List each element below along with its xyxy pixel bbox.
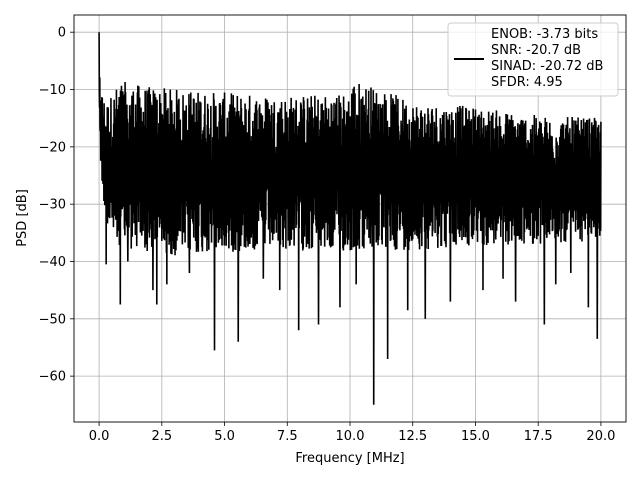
y-tick-label: −20 [39, 140, 66, 155]
x-tick-label: 15.0 [461, 429, 490, 444]
y-tick-label: 0 [58, 26, 66, 41]
y-tick-label: −40 [39, 255, 66, 270]
x-axis-ticks: 0.0 2.5 5.0 7.5 10.0 12.5 15.0 17.5 20.0 [89, 422, 615, 444]
x-tick-label: 12.5 [398, 429, 427, 444]
x-tick-label: 5.0 [214, 429, 235, 444]
legend-entry: ENOB: -3.73 bits SNR: -20.7 dB SINAD: -2… [491, 27, 608, 90]
y-axis-label: PSD [dB] [15, 189, 30, 247]
legend-line-sfdr: SFDR: 4.95 [491, 75, 563, 90]
x-tick-label: 20.0 [586, 429, 615, 444]
x-tick-label: 17.5 [524, 429, 553, 444]
legend: ENOB: -3.73 bits SNR: -20.7 dB SINAD: -2… [447, 22, 619, 97]
psd-series [98, 32, 602, 405]
legend-box [447, 22, 619, 97]
y-tick-label: −50 [39, 312, 66, 327]
y-tick-label: −10 [39, 83, 66, 98]
x-axis-label: Frequency [MHz] [295, 451, 404, 466]
legend-line-sinad: SINAD: -20.72 dB [491, 59, 603, 74]
y-axis-ticks: 0 −10 −20 −30 −40 −50 −60 [39, 26, 74, 385]
y-tick-label: −30 [39, 198, 66, 213]
x-tick-label: 2.5 [151, 429, 172, 444]
x-tick-label: 0.0 [89, 429, 110, 444]
psd-line [98, 32, 602, 405]
legend-line-enob: ENOB: -3.73 bits [491, 27, 598, 42]
x-tick-label: 7.5 [277, 429, 298, 444]
x-tick-label: 10.0 [336, 429, 365, 444]
y-tick-label: −60 [39, 370, 66, 385]
legend-line-snr: SNR: -20.7 dB [491, 43, 581, 58]
